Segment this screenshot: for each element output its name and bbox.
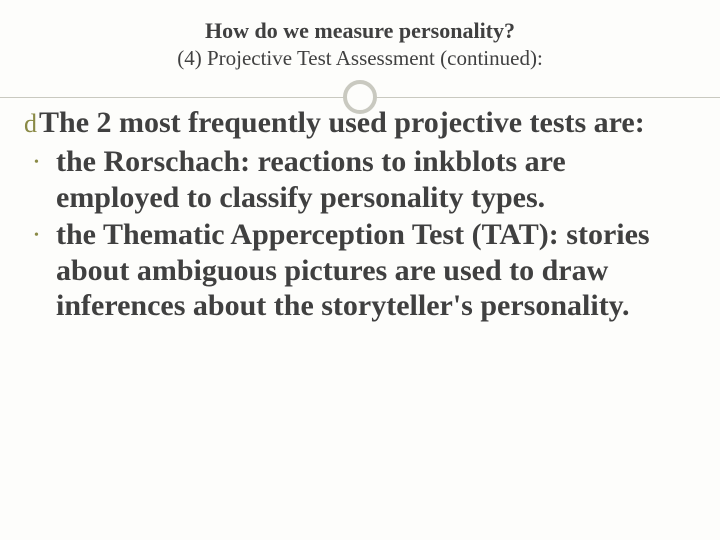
lead-text: dThe 2 most frequently used projective t… — [24, 105, 696, 140]
list-item: the Rorschach: reactions to inkblots are… — [34, 144, 696, 215]
bullet-list: the Rorschach: reactions to inkblots are… — [24, 144, 696, 323]
title-block: How do we measure personality? (4) Proje… — [24, 18, 696, 71]
content-block: dThe 2 most frequently used projective t… — [24, 105, 696, 323]
slide-title: How do we measure personality? — [24, 18, 696, 44]
slide-container: How do we measure personality? (4) Proje… — [0, 0, 720, 540]
list-item: the Thematic Apperception Test (TAT): st… — [34, 217, 696, 323]
slide-subtitle: (4) Projective Test Assessment (continue… — [24, 46, 696, 71]
swirl-bullet-icon: d — [24, 109, 37, 140]
lead-text-span: The 2 most frequently used projective te… — [39, 106, 645, 139]
